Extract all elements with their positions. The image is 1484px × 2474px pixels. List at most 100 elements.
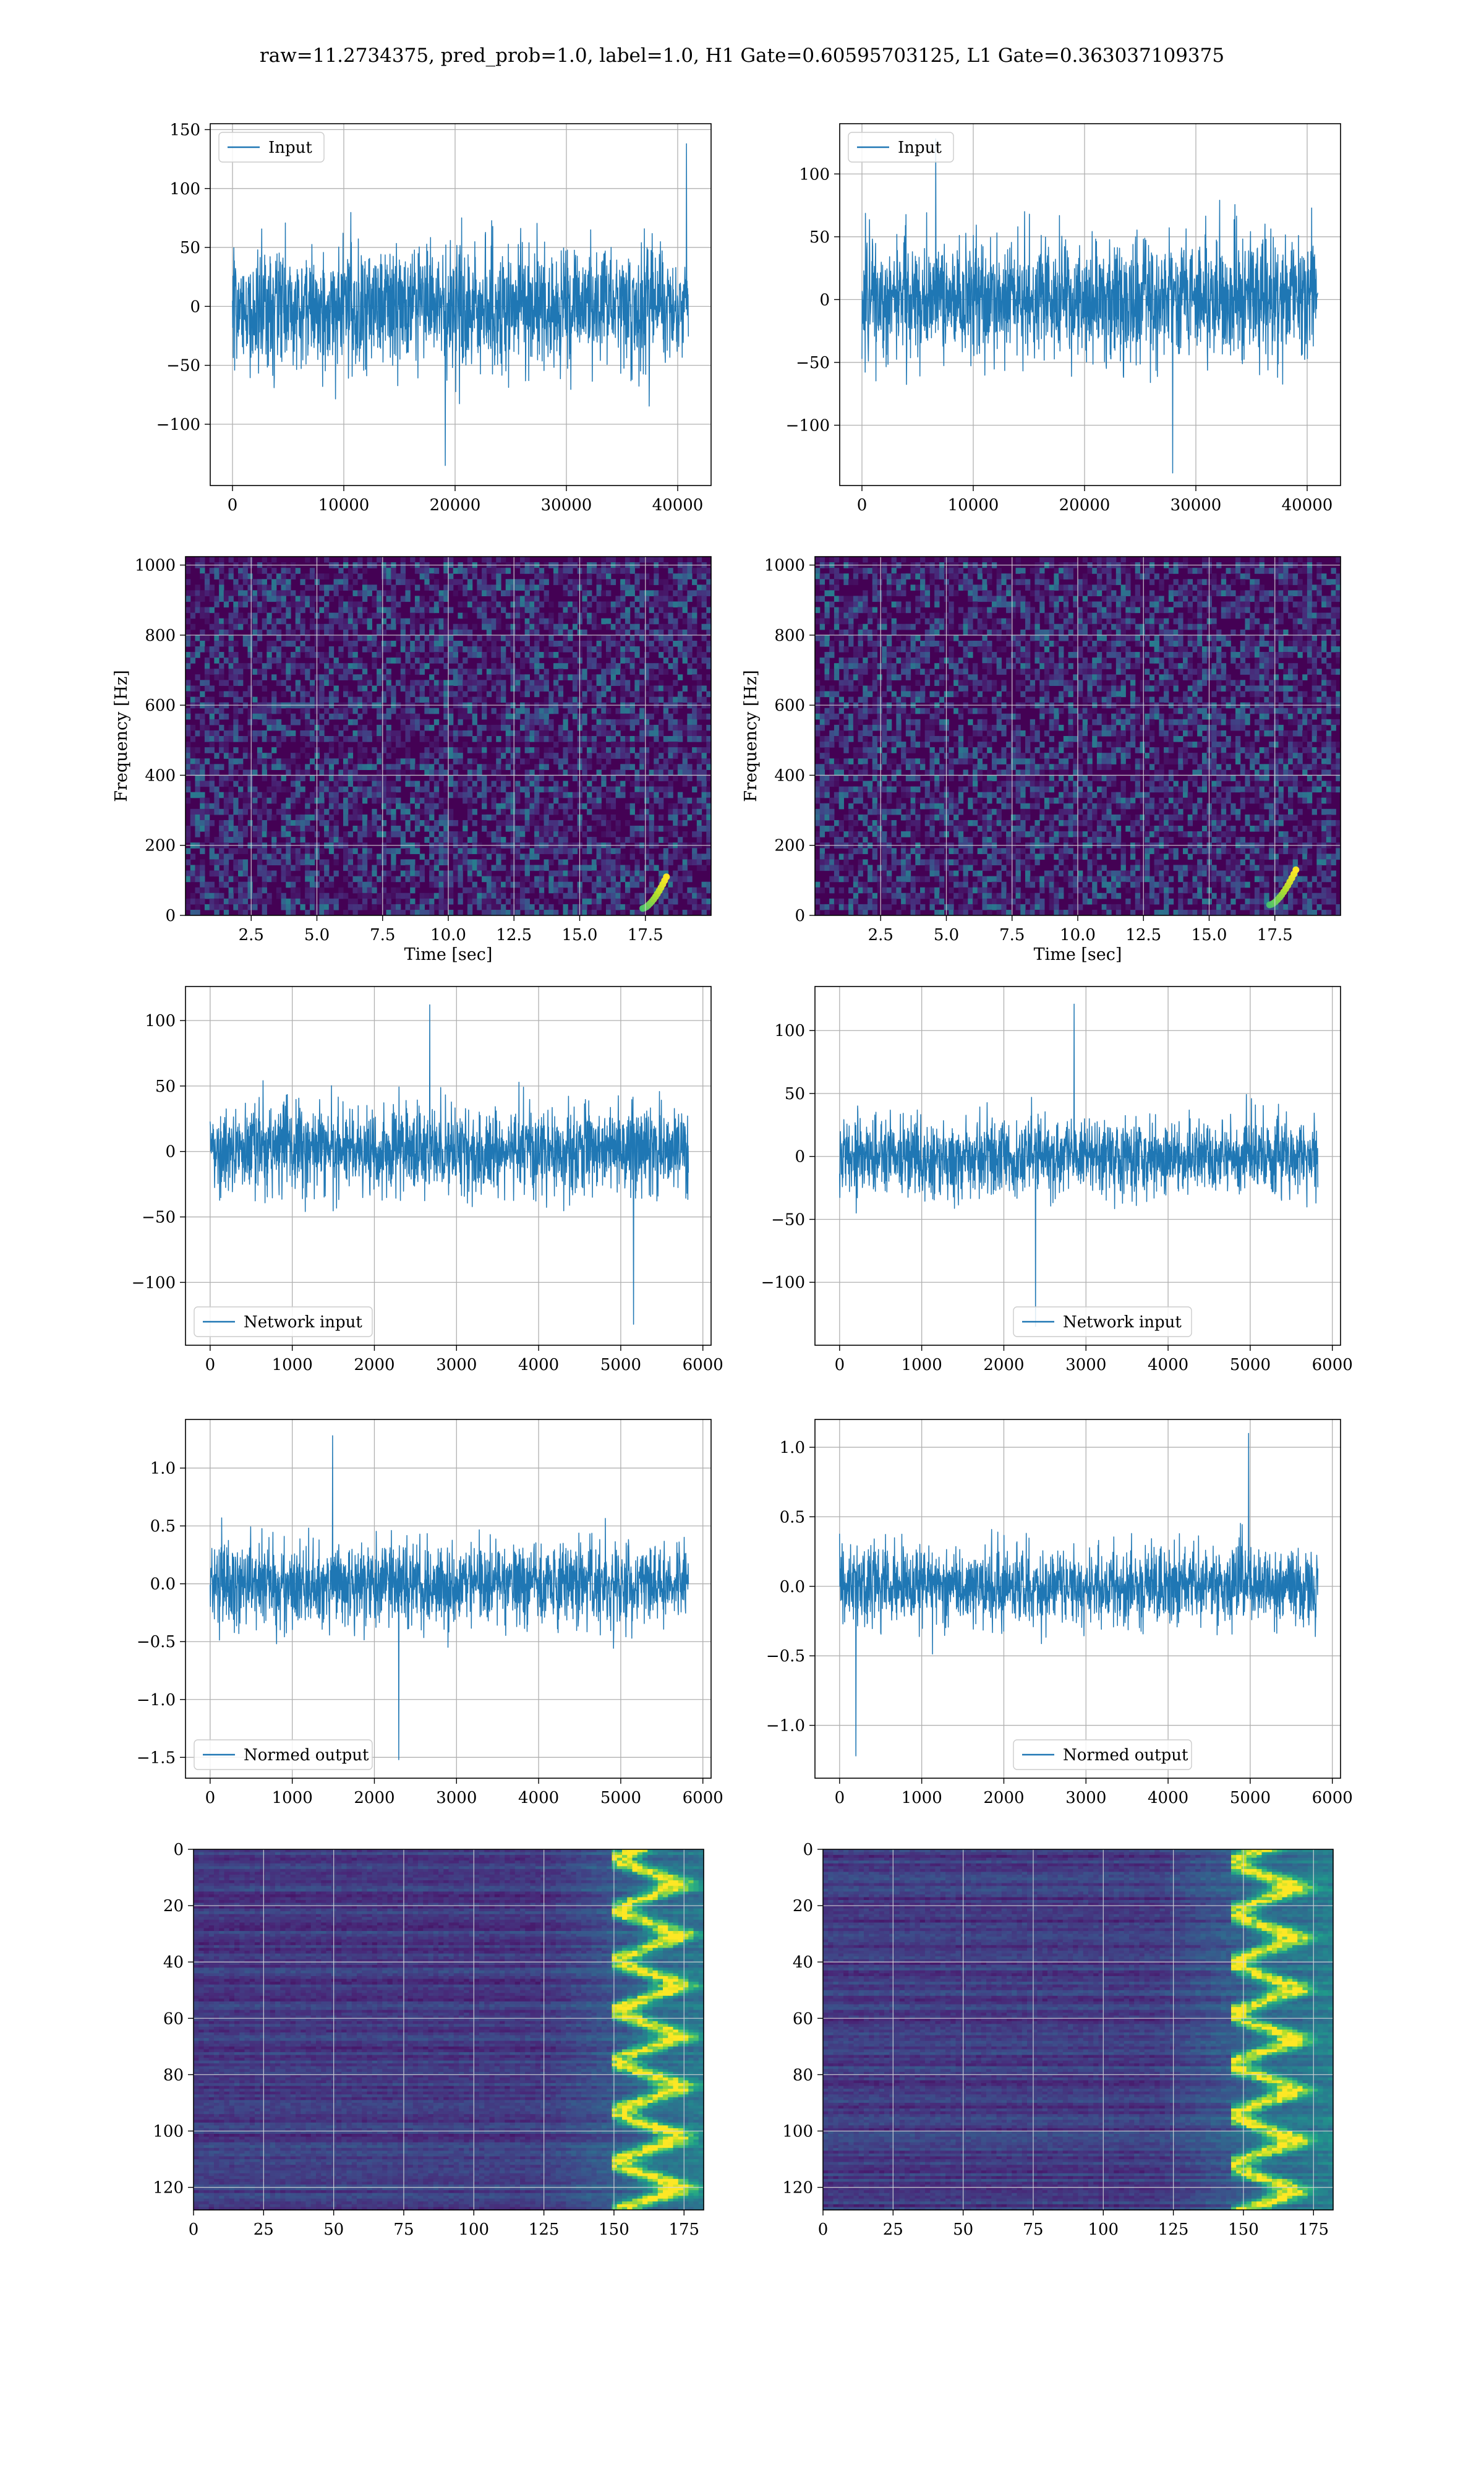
h1-spectrogram-heatmap-cell bbox=[606, 854, 611, 860]
figure-title: raw=11.2734375, pred_prob=1.0, label=1.0… bbox=[260, 45, 1224, 67]
l1-spectrogram-heatmap-cell bbox=[1125, 579, 1130, 585]
h1-spectrogram-heatmap-cell bbox=[271, 641, 276, 647]
h1-spectrogram-heatmap-cell bbox=[534, 747, 539, 753]
h1-spectrogram-heatmap-cell bbox=[501, 893, 506, 899]
h1-spectrogram-heatmap-cell bbox=[601, 669, 606, 675]
h1-spectrogram-heatmap-cell bbox=[630, 803, 635, 810]
h1-spectrogram-heatmap-cell bbox=[467, 584, 472, 591]
h1-spectrogram-heatmap-cell bbox=[668, 742, 673, 748]
l1-spectrogram-heatmap-cell bbox=[1049, 590, 1054, 596]
h1-spectrogram-heatmap-cell bbox=[463, 826, 467, 832]
h1-spectrogram-heatmap-cell bbox=[520, 691, 525, 698]
h1-spectrogram-heatmap-cell bbox=[487, 893, 492, 899]
h1-spectrogram-heatmap-cell bbox=[668, 904, 673, 910]
l1-spectrogram-heatmap-cell bbox=[1097, 573, 1102, 580]
h1-spectrogram-heatmap-cell bbox=[391, 815, 396, 821]
h1-spectrogram-heatmap-cell bbox=[271, 618, 276, 625]
h1-spectrogram-heatmap-cell bbox=[544, 674, 549, 680]
h1-spectrogram-heatmap-cell bbox=[291, 837, 296, 843]
l1-spectrogram-heatmap-cell bbox=[872, 568, 877, 574]
h1-spectrogram-heatmap-cell bbox=[262, 557, 267, 563]
h1-spectrogram-heatmap-cell bbox=[620, 680, 625, 686]
h1-spectrogram-heatmap-cell bbox=[458, 781, 463, 787]
h1-spectrogram-heatmap-cell bbox=[673, 730, 678, 737]
h1-spectrogram-heatmap-cell bbox=[238, 680, 243, 686]
h1-spectrogram-heatmap-cell bbox=[372, 764, 377, 770]
h1-spectrogram-heatmap-cell bbox=[692, 714, 697, 720]
h1-spectrogram-heatmap-cell bbox=[219, 854, 224, 860]
h1-spectrogram-heatmap-cell bbox=[429, 775, 434, 781]
h1-spectrogram-heatmap-cell bbox=[233, 904, 238, 910]
h1-spectrogram-heatmap-cell bbox=[501, 888, 506, 894]
h1-spectrogram-heatmap-cell bbox=[506, 725, 511, 731]
h1-spectrogram-heatmap-cell bbox=[348, 691, 353, 698]
l1-spectrogram-heatmap-cell bbox=[1240, 596, 1245, 602]
h1-spectrogram-heatmap-cell bbox=[429, 618, 434, 625]
l1-spectrogram-heatmap-cell bbox=[1269, 568, 1274, 574]
h1-spectrogram-heatmap-cell bbox=[291, 669, 296, 675]
h1-spectrogram-heatmap-cell bbox=[410, 663, 415, 669]
h1-spectrogram-heatmap-cell bbox=[534, 876, 539, 883]
h1-spectrogram-heatmap-cell bbox=[338, 888, 343, 894]
h1-spectrogram-heatmap-cell bbox=[668, 882, 673, 888]
l1-spectrogram-heatmap-cell bbox=[1001, 590, 1006, 596]
h1-spectrogram-heatmap-cell bbox=[673, 602, 678, 608]
h1-spectrogram-heatmap-cell bbox=[630, 837, 635, 843]
h1-spectrogram-heatmap-cell bbox=[343, 848, 348, 854]
h1-spectrogram-heatmap-cell bbox=[401, 568, 406, 574]
l1-spectrogram-heatmap-cell bbox=[1183, 590, 1188, 596]
h1-spectrogram-heatmap-cell bbox=[286, 809, 291, 815]
h1-spectrogram-heatmap-cell bbox=[620, 910, 625, 916]
h1-spectrogram-heatmap-cell bbox=[243, 753, 248, 759]
h1-spectrogram-heatmap-cell bbox=[233, 641, 238, 647]
h1-spectrogram-heatmap-cell bbox=[510, 815, 515, 821]
h1-spectrogram-heatmap-cell bbox=[286, 910, 291, 916]
h1-spectrogram-heatmap-cell bbox=[262, 904, 267, 910]
h1-spectrogram-heatmap-cell bbox=[458, 775, 463, 781]
h1-spectrogram-heatmap-cell bbox=[276, 657, 281, 664]
h1-spectrogram-heatmap-cell bbox=[200, 899, 205, 905]
h1-spectrogram-heatmap-cell bbox=[329, 618, 334, 625]
h1-spectrogram-heatmap-cell bbox=[410, 641, 415, 647]
h1-spectrogram-heatmap-cell bbox=[649, 630, 654, 636]
h1-spectrogram-heatmap-cell bbox=[539, 618, 544, 625]
l1-spectrogram-heatmap-cell bbox=[1068, 590, 1073, 596]
h1-spectrogram-heatmap-cell bbox=[382, 781, 386, 787]
l1-spectrogram-heatmap-cell bbox=[1034, 579, 1039, 585]
h1-spectrogram-heatmap-cell bbox=[424, 753, 429, 759]
h1-spectrogram-heatmap-cell bbox=[434, 742, 439, 748]
h1-spectrogram-heatmap-cell bbox=[439, 630, 444, 636]
h1-spectrogram-heatmap-cell bbox=[386, 708, 391, 714]
h1-spectrogram-heatmap-cell bbox=[276, 831, 281, 837]
h1-spectrogram-heatmap-cell bbox=[630, 691, 635, 698]
h1-spectrogram-heatmap-cell bbox=[396, 798, 401, 804]
h1-spectrogram-heatmap-cell bbox=[324, 865, 329, 871]
h1-spectrogram-heatmap-cell bbox=[592, 747, 597, 753]
l1-spectrogram-heatmap-cell bbox=[1106, 568, 1111, 574]
h1-spectrogram-heatmap-cell bbox=[634, 635, 639, 641]
h1-spectrogram-heatmap-cell bbox=[186, 871, 190, 877]
l1-spectrogram-heatmap-cell bbox=[1197, 590, 1202, 596]
l1-spectrogram-heatmap-cell bbox=[1197, 579, 1202, 585]
h1-spectrogram-heatmap-cell bbox=[391, 708, 396, 714]
h1-spectrogram-heatmap-cell bbox=[310, 888, 315, 894]
h1-spectrogram-heatmap-cell bbox=[644, 854, 649, 860]
l1-spectrogram-heatmap-cell bbox=[1279, 568, 1284, 574]
l1-spectrogram-heatmap-cell bbox=[1121, 602, 1126, 608]
h1-spectrogram-heatmap-cell bbox=[620, 787, 625, 793]
h1-spectrogram-heatmap-cell bbox=[668, 624, 673, 630]
l1-spectrogram-heatmap-cell bbox=[1302, 590, 1307, 596]
h1-spectrogram-heatmap-cell bbox=[300, 630, 305, 636]
h1-spectrogram-heatmap-cell bbox=[678, 719, 683, 726]
h1-spectrogram-heatmap-cell bbox=[276, 893, 281, 899]
h1-spectrogram-heatmap-cell bbox=[305, 859, 310, 865]
l1-spectrogram-heatmap-cell bbox=[968, 596, 973, 602]
h1-spectrogram-heatmap-cell bbox=[377, 607, 382, 614]
h1-spectrogram-heatmap-cell bbox=[615, 848, 620, 854]
h1-spectrogram-heatmap-cell bbox=[467, 579, 472, 585]
h1-spectrogram-heatmap-cell bbox=[553, 831, 558, 837]
h1-spectrogram-heatmap-cell bbox=[271, 876, 276, 883]
h1-spectrogram-heatmap-cell bbox=[520, 831, 525, 837]
h1-spectrogram-heatmap-cell bbox=[310, 899, 315, 905]
h1-spectrogram-heatmap-cell bbox=[472, 714, 477, 720]
